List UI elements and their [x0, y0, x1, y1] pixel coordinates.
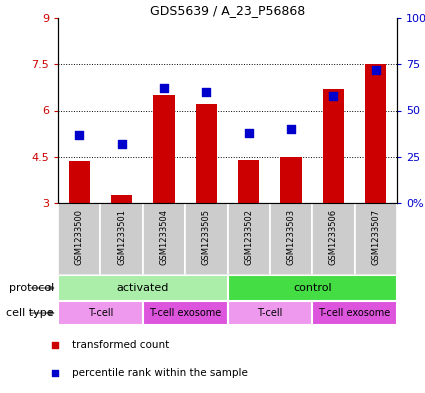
Bar — [58, 203, 100, 275]
Point — [203, 89, 210, 95]
Text: T-cell exosome: T-cell exosome — [149, 308, 221, 318]
Bar — [185, 203, 227, 275]
Bar — [153, 95, 175, 203]
Point — [118, 141, 125, 147]
Point — [288, 126, 295, 132]
Bar — [227, 301, 312, 325]
Bar — [238, 160, 259, 203]
Text: GSM1233506: GSM1233506 — [329, 209, 338, 265]
Bar — [58, 275, 227, 301]
Text: T-cell: T-cell — [88, 308, 113, 318]
Text: GSM1233505: GSM1233505 — [202, 209, 211, 265]
Point — [161, 85, 167, 92]
Bar — [68, 162, 90, 203]
Text: control: control — [293, 283, 332, 293]
Text: activated: activated — [116, 283, 169, 293]
Text: GSM1233501: GSM1233501 — [117, 209, 126, 265]
Bar — [227, 275, 397, 301]
Bar — [100, 203, 143, 275]
Bar — [58, 301, 143, 325]
Point — [372, 67, 379, 73]
Text: cell type: cell type — [6, 308, 54, 318]
Bar — [143, 203, 185, 275]
Bar — [143, 301, 227, 325]
Text: GSM1233500: GSM1233500 — [75, 209, 84, 265]
Bar — [365, 64, 386, 203]
Text: T-cell exosome: T-cell exosome — [318, 308, 391, 318]
Text: T-cell: T-cell — [257, 308, 283, 318]
Point — [51, 342, 58, 348]
Bar — [312, 301, 397, 325]
Bar — [196, 104, 217, 203]
Text: GSM1233504: GSM1233504 — [159, 209, 168, 265]
Text: GSM1233507: GSM1233507 — [371, 209, 380, 265]
Bar — [227, 203, 270, 275]
Text: transformed count: transformed count — [72, 340, 170, 350]
Text: GSM1233503: GSM1233503 — [286, 209, 295, 265]
Bar — [111, 195, 132, 203]
Text: GSM1233502: GSM1233502 — [244, 209, 253, 265]
Bar — [323, 89, 344, 203]
Bar — [270, 203, 312, 275]
Point — [76, 131, 82, 138]
Point — [51, 369, 58, 376]
Bar — [312, 203, 354, 275]
Point — [245, 130, 252, 136]
Text: percentile rank within the sample: percentile rank within the sample — [72, 367, 248, 378]
Text: protocol: protocol — [9, 283, 54, 293]
Point — [330, 93, 337, 99]
Bar — [354, 203, 397, 275]
Title: GDS5639 / A_23_P56868: GDS5639 / A_23_P56868 — [150, 4, 305, 17]
Bar — [280, 157, 302, 203]
